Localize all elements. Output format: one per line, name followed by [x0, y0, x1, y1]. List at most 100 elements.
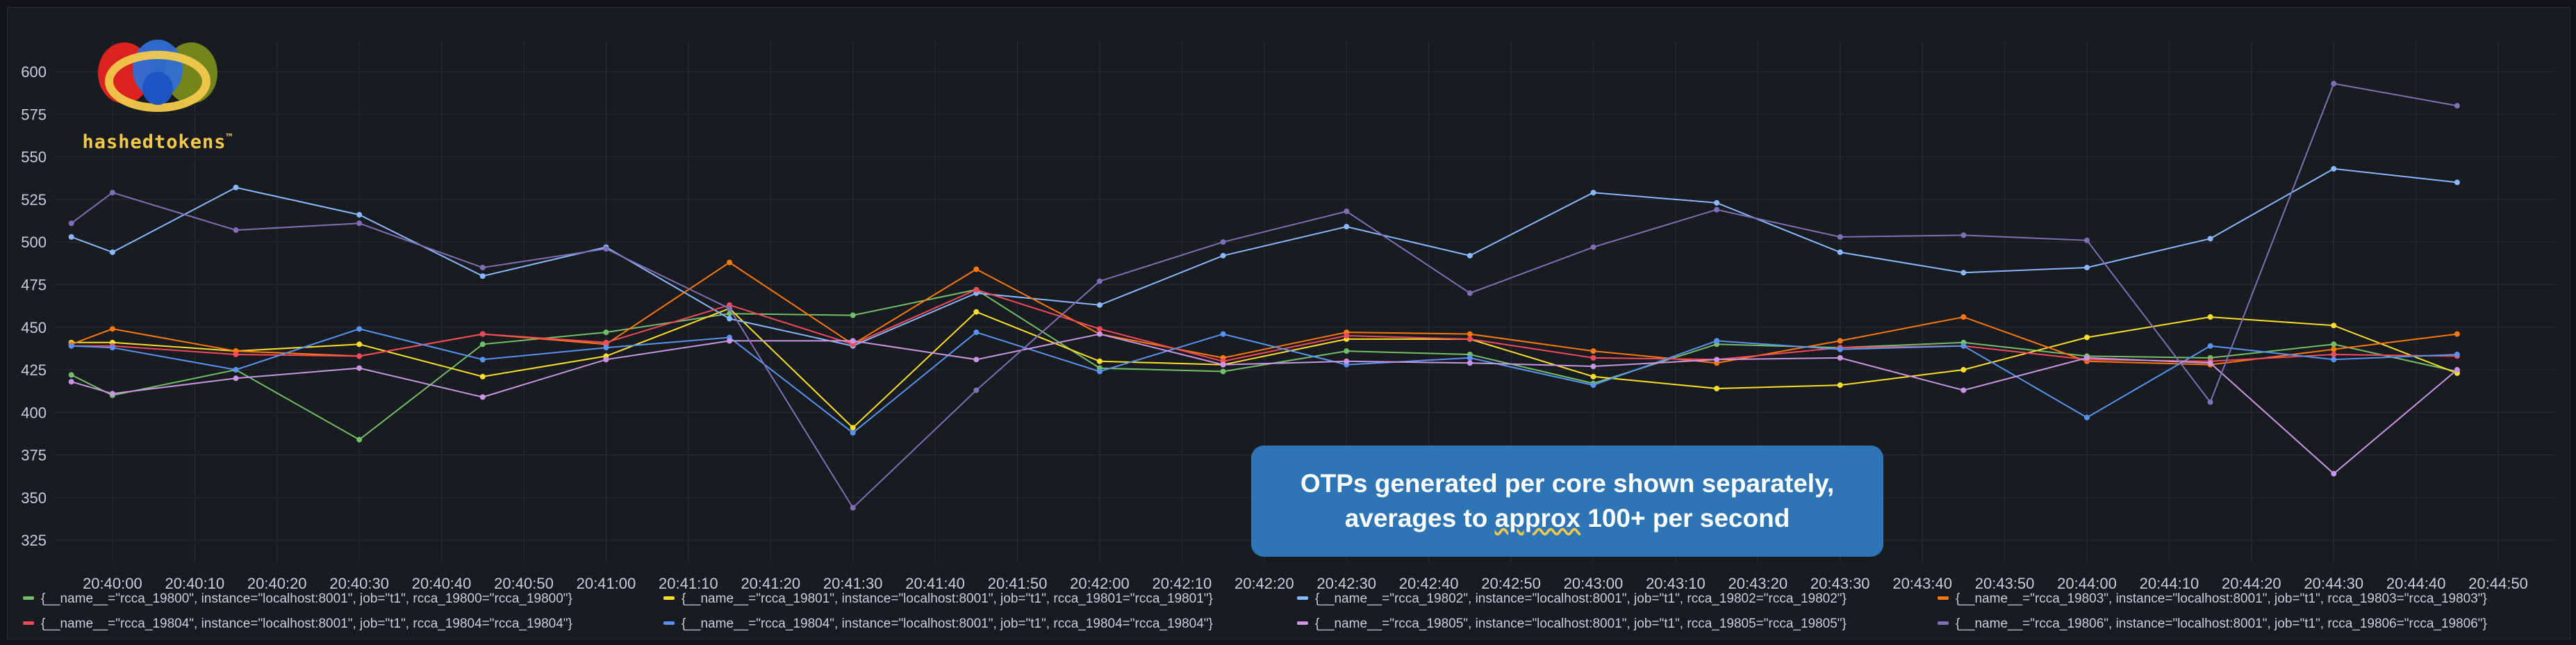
- data-point: [973, 329, 980, 336]
- data-point: [1344, 209, 1350, 215]
- legend-label: {__name__="rcca_19802", instance="localh…: [1315, 591, 1847, 606]
- data-point: [2084, 354, 2090, 361]
- y-tick-label: 600: [21, 63, 47, 81]
- legend-label: {__name__="rcca_19805", instance="localh…: [1315, 617, 1847, 631]
- x-tick-label: 20:40:30: [329, 575, 389, 592]
- x-tick-label: 20:43:30: [1810, 575, 1870, 592]
- data-point: [356, 436, 363, 443]
- data-point: [850, 425, 856, 431]
- legend-label: {__name__="rcca_19800", instance="localh…: [41, 591, 572, 606]
- data-point: [1344, 224, 1350, 230]
- hashedtokens-logo: hashedtokens™: [77, 27, 238, 165]
- data-point: [603, 246, 609, 252]
- legend-item[interactable]: {__name__="rcca_19800", instance="localh…: [23, 591, 572, 606]
- x-tick-label: 20:41:20: [741, 575, 800, 592]
- y-tick-label: 375: [21, 447, 47, 464]
- data-point: [1714, 338, 1720, 344]
- legend-item[interactable]: {__name__="rcca_19802", instance="localh…: [1297, 591, 1847, 606]
- data-point: [1467, 252, 1473, 259]
- data-point: [109, 391, 115, 397]
- series-7: [68, 81, 2460, 511]
- legend-swatch: [663, 596, 675, 600]
- data-point: [2331, 165, 2337, 172]
- data-point: [479, 394, 486, 400]
- data-point: [973, 357, 980, 363]
- legend-swatch: [1938, 621, 1949, 625]
- legend: {__name__="rcca_19800", instance="localh…: [23, 591, 2487, 631]
- data-point: [2207, 343, 2213, 349]
- y-tick-label: 325: [21, 532, 47, 549]
- data-point: [850, 338, 856, 344]
- data-point: [356, 365, 363, 371]
- legend-item[interactable]: {__name__="rcca_19803", instance="localh…: [1938, 591, 2487, 606]
- line-chart: 325 350 375 400 425 450 475 500 525 550 575 600 20:…: [21, 41, 2556, 631]
- data-point: [2331, 351, 2337, 357]
- legend-swatch: [23, 596, 34, 600]
- x-tick-label: 20:41:40: [905, 575, 965, 592]
- data-point: [2084, 414, 2090, 421]
- x-tick-label: 20:40:10: [165, 575, 224, 592]
- data-point: [1837, 249, 1843, 255]
- legend-item[interactable]: {__name__="rcca_19805", instance="localh…: [1297, 617, 1847, 631]
- x-tick-label: 20:42:00: [1070, 575, 1130, 592]
- data-point: [1837, 338, 1843, 344]
- data-point: [1096, 326, 1103, 332]
- callout-line-1: OTPs generated per core shown separately…: [1300, 469, 1835, 498]
- x-tick-label: 20:42:30: [1316, 575, 1376, 592]
- data-point: [1467, 331, 1473, 337]
- data-point: [2207, 360, 2213, 366]
- data-point: [68, 372, 74, 378]
- legend-label: {__name__="rcca_19804", instance="localh…: [41, 617, 572, 631]
- data-point: [1714, 386, 1720, 391]
- y-tick-label: 475: [21, 276, 47, 293]
- data-point: [727, 338, 733, 344]
- x-tick-label: 20:43:50: [1975, 575, 2035, 592]
- data-point: [356, 220, 363, 227]
- data-point: [2207, 236, 2213, 242]
- data-point: [1220, 331, 1226, 337]
- x-tick-label: 20:43:00: [1564, 575, 1624, 592]
- data-point: [1960, 367, 1967, 373]
- data-point: [1714, 199, 1720, 206]
- data-point: [68, 234, 74, 240]
- x-tick-label: 20:40:50: [494, 575, 554, 592]
- data-point: [2454, 367, 2460, 373]
- data-point: [2454, 331, 2460, 337]
- data-point: [603, 339, 609, 345]
- data-point: [1714, 206, 1720, 213]
- data-point: [1960, 314, 1967, 320]
- x-tick-label: 20:41:10: [659, 575, 718, 592]
- data-point: [2331, 471, 2337, 477]
- data-point: [356, 212, 363, 218]
- data-point: [1590, 382, 1596, 389]
- x-tick-label: 20:44:50: [2468, 575, 2528, 592]
- data-point: [2331, 322, 2337, 329]
- y-tick-label: 400: [21, 404, 47, 421]
- data-point: [1960, 270, 1967, 276]
- data-point: [1220, 368, 1226, 375]
- legend-swatch: [1297, 621, 1308, 625]
- data-point: [1714, 357, 1720, 363]
- data-point: [1590, 354, 1596, 361]
- data-point: [1590, 244, 1596, 250]
- legend-item[interactable]: {__name__="rcca_19804", instance="localh…: [23, 617, 572, 631]
- data-point: [356, 326, 363, 332]
- legend-item[interactable]: {__name__="rcca_19801", instance="localh…: [663, 591, 1213, 606]
- data-point: [603, 345, 609, 351]
- data-point: [233, 367, 239, 373]
- x-tick-label: 20:43:20: [1728, 575, 1787, 592]
- data-point: [233, 184, 239, 190]
- legend-item[interactable]: {__name__="rcca_19806", instance="localh…: [1938, 617, 2487, 631]
- x-tick-label: 20:41:50: [988, 575, 1048, 592]
- data-point: [2084, 334, 2090, 341]
- x-tick-label: 20:44:30: [2304, 575, 2363, 592]
- legend-swatch: [23, 621, 34, 625]
- legend-swatch: [1938, 596, 1949, 600]
- logo-text: hashedtokens™: [82, 131, 233, 153]
- data-point: [973, 266, 980, 272]
- x-tick-label: 20:44:40: [2386, 575, 2446, 592]
- data-point: [1220, 361, 1226, 368]
- data-point: [1096, 278, 1103, 284]
- data-point: [1096, 368, 1103, 375]
- legend-item[interactable]: {__name__="rcca_19804", instance="localh…: [663, 617, 1213, 631]
